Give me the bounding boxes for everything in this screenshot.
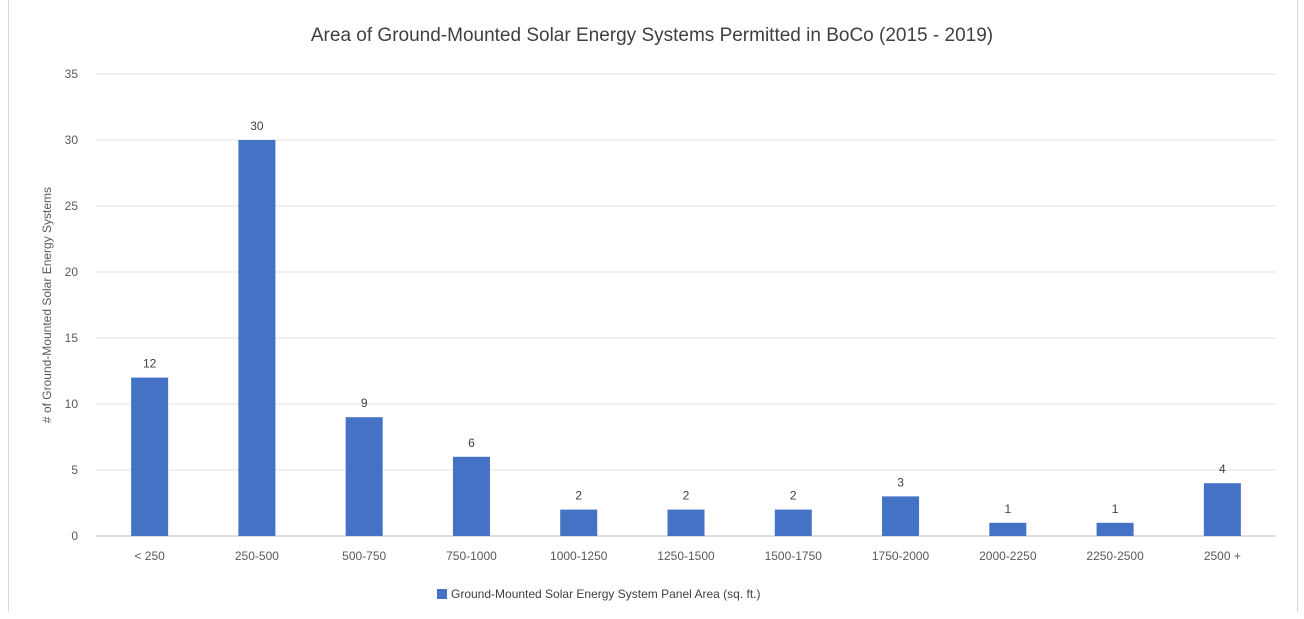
bar [1203,483,1241,536]
data-label: 2 [683,489,690,503]
data-label: 30 [250,119,264,133]
chart-title: Area of Ground-Mounted Solar Energy Syst… [311,25,993,46]
bar [667,509,705,536]
x-tick-label: 1500-1750 [765,549,823,563]
bars: 12 30 9 6 2 2 2 3 1 1 4 [131,119,1241,536]
x-tick-label: 1750-2000 [872,549,930,563]
data-label: 1 [1004,502,1011,516]
bar [345,417,383,536]
data-label: 12 [143,357,157,371]
bar [1096,522,1134,536]
y-axis-ticks: 0 5 10 15 20 25 30 35 [65,67,79,543]
data-label: 9 [361,396,368,410]
y-tick-label: 5 [71,463,78,477]
y-tick-label: 30 [65,133,79,147]
legend-label: Ground-Mounted Solar Energy System Panel… [451,587,760,601]
data-label: 6 [468,436,475,450]
y-tick-label: 20 [65,265,79,279]
y-tick-label: 0 [71,529,78,543]
y-tick-label: 35 [65,67,79,81]
data-label: 4 [1219,462,1226,476]
data-label: 2 [790,489,797,503]
chart-frame [8,0,1298,612]
x-tick-label: 1000-1250 [550,549,608,563]
bar [238,140,276,536]
x-tick-label: 2500 + [1204,549,1241,563]
x-tick-label: 500-750 [342,549,386,563]
x-axis-ticks: < 250 250-500 500-750 750-1000 1000-1250 1250… [134,549,1240,563]
x-tick-label: 2250-2500 [1086,549,1144,563]
x-tick-label: < 250 [134,549,165,563]
y-axis-title: # of Ground-Mounted Solar Energy Systems [40,187,54,423]
y-tick-label: 25 [65,199,79,213]
x-tick-label: 750-1000 [446,549,497,563]
bar [774,509,812,536]
legend-swatch [437,589,447,599]
bar [989,522,1027,536]
y-tick-label: 15 [65,331,79,345]
x-tick-label: 250-500 [235,549,279,563]
bar [131,377,169,536]
data-label: 2 [575,489,582,503]
y-tick-label: 10 [65,397,79,411]
x-tick-label: 1250-1500 [657,549,715,563]
x-tick-label: 2000-2250 [979,549,1037,563]
bar [882,496,920,536]
bar [560,509,598,536]
bar [452,456,490,536]
data-label: 3 [897,475,904,489]
legend: Ground-Mounted Solar Energy System Panel… [437,587,760,601]
data-label: 1 [1112,502,1119,516]
